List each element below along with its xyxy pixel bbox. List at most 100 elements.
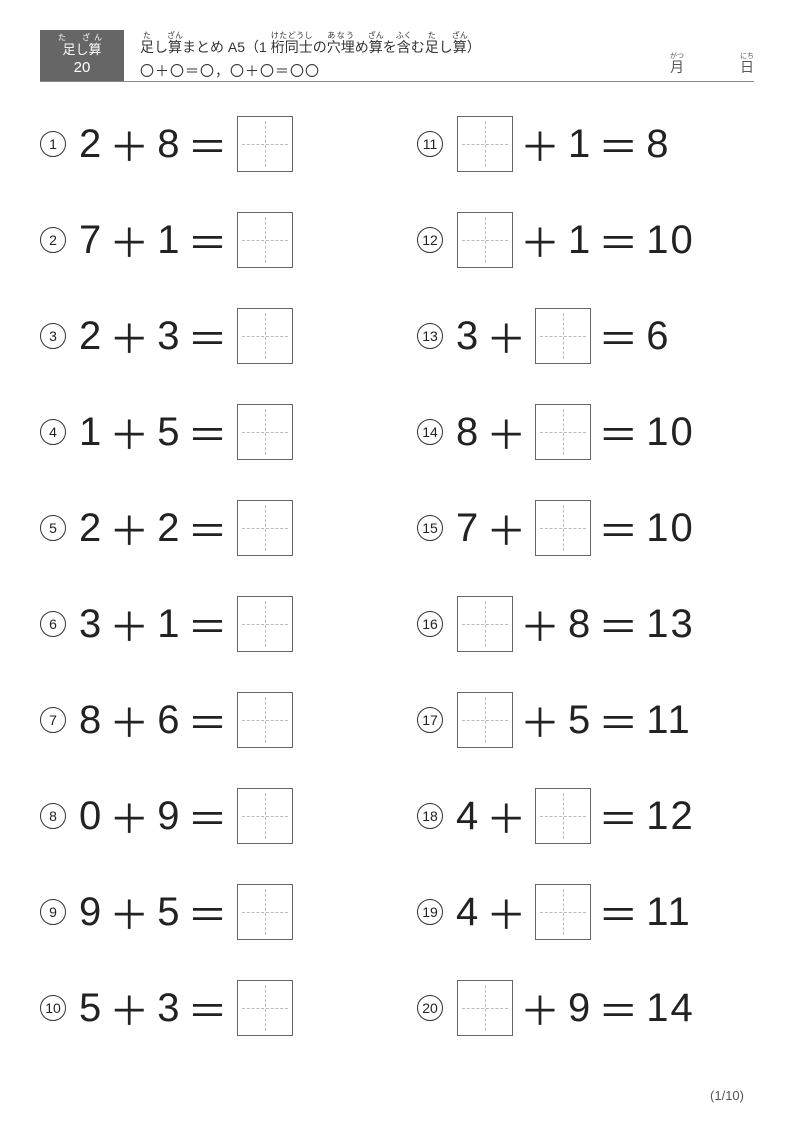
- equals-sign: ＝: [188, 595, 230, 653]
- problem-number: 8: [40, 803, 66, 829]
- equation: ＋8＝13: [453, 595, 698, 653]
- problem-row: 105＋3＝: [40, 976, 377, 1040]
- equals-sign: ＝: [188, 691, 230, 749]
- answer-blank[interactable]: [535, 884, 591, 940]
- problem-row: 52＋2＝: [40, 496, 377, 560]
- number: 9: [568, 986, 592, 1031]
- title-line-1: 足たし算ざんまとめ A5（1 桁同士けたどうしの穴埋あなうめ算ざんを含ふくむ足た…: [140, 31, 644, 57]
- date-day: 日にち: [714, 53, 754, 77]
- number: 2: [157, 506, 181, 551]
- equation: 8＋ ＝10: [453, 403, 698, 461]
- problem-row: 133＋＝6: [417, 304, 754, 368]
- problem-number: 2: [40, 227, 66, 253]
- plus-sign: ＋: [109, 115, 151, 173]
- equation: 7＋1＝: [76, 211, 297, 269]
- answer-blank[interactable]: [457, 116, 513, 172]
- answer-blank[interactable]: [237, 692, 293, 748]
- answer-blank[interactable]: [237, 884, 293, 940]
- problem-number: 3: [40, 323, 66, 349]
- plus-sign: ＋: [109, 787, 151, 845]
- number: 1: [157, 602, 181, 647]
- equals-sign: ＝: [188, 499, 230, 557]
- problems-col-right: 11＋1＝812＋1＝10133＋＝6148＋＝10157＋＝1016＋8＝13…: [417, 112, 754, 1040]
- answer-blank[interactable]: [535, 308, 591, 364]
- problem-number: 12: [417, 227, 443, 253]
- equation: 3＋1＝: [76, 595, 297, 653]
- answer-blank[interactable]: [535, 500, 591, 556]
- problem-row: 99＋5＝: [40, 880, 377, 944]
- problem-number: 4: [40, 419, 66, 445]
- equation: 2＋2＝: [76, 499, 297, 557]
- equals-sign: ＝: [598, 211, 640, 269]
- header-text: 足たし算ざんまとめ A5（1 桁同士けたどうしの穴埋あなうめ算ざんを含ふくむ足た…: [124, 30, 644, 81]
- answer-blank[interactable]: [237, 116, 293, 172]
- number: 10: [646, 506, 695, 551]
- number: 8: [456, 410, 480, 455]
- equals-sign: ＝: [598, 499, 640, 557]
- problems-grid: 12＋8＝27＋1＝32＋3＝41＋5＝52＋2＝63＋1＝78＋6＝80＋9＝…: [40, 112, 754, 1040]
- answer-blank[interactable]: [237, 308, 293, 364]
- category-badge: た ざん 足し算 20: [40, 30, 124, 81]
- number: 5: [157, 410, 181, 455]
- badge-number: 20: [74, 58, 91, 78]
- number: 9: [79, 890, 103, 935]
- problem-number: 16: [417, 611, 443, 637]
- number: 1: [568, 122, 592, 167]
- problem-row: 80＋9＝: [40, 784, 377, 848]
- problem-number: 11: [417, 131, 443, 157]
- badge-label: 足し算: [62, 42, 101, 59]
- answer-blank[interactable]: [237, 596, 293, 652]
- answer-blank[interactable]: [237, 980, 293, 1036]
- equation: 7＋＝10: [453, 499, 698, 557]
- plus-sign: ＋: [109, 883, 151, 941]
- number: 5: [157, 890, 181, 935]
- number: 3: [79, 602, 103, 647]
- number: 5: [79, 986, 103, 1031]
- problem-number: 19: [417, 899, 443, 925]
- equation: ＋1＝8: [453, 115, 674, 173]
- plus-sign: ＋: [486, 403, 528, 461]
- equals-sign: ＝: [188, 115, 230, 173]
- answer-blank[interactable]: [457, 596, 513, 652]
- answer-blank[interactable]: [237, 500, 293, 556]
- plus-sign: ＋: [109, 691, 151, 749]
- answer-blank[interactable]: [535, 404, 591, 460]
- equals-sign: ＝: [598, 979, 640, 1037]
- problem-number: 6: [40, 611, 66, 637]
- number: 10: [646, 410, 695, 455]
- title-line-2: 〇＋〇＝〇，〇＋〇＝〇〇: [140, 61, 644, 81]
- number: 9: [157, 794, 181, 839]
- answer-blank[interactable]: [457, 212, 513, 268]
- equals-sign: ＝: [598, 403, 640, 461]
- equals-sign: ＝: [188, 403, 230, 461]
- answer-blank[interactable]: [237, 788, 293, 844]
- plus-sign: ＋: [109, 499, 151, 557]
- number: 3: [456, 314, 480, 359]
- number: 2: [79, 506, 103, 551]
- equals-sign: ＝: [598, 883, 640, 941]
- equation: 5＋3＝: [76, 979, 297, 1037]
- answer-blank[interactable]: [535, 788, 591, 844]
- number: 8: [79, 698, 103, 743]
- answer-blank[interactable]: [457, 980, 513, 1036]
- number: 8: [157, 122, 181, 167]
- problem-number: 17: [417, 707, 443, 733]
- problem-row: 16 ＋8＝13: [417, 592, 754, 656]
- number: 11: [646, 890, 692, 935]
- answer-blank[interactable]: [237, 404, 293, 460]
- problem-row: 148＋＝10: [417, 400, 754, 464]
- problem-number: 9: [40, 899, 66, 925]
- number: 0: [79, 794, 103, 839]
- number: 8: [646, 122, 670, 167]
- plus-sign: ＋: [109, 595, 151, 653]
- problem-row: 194＋＝11: [417, 880, 754, 944]
- equation: 8＋6＝: [76, 691, 297, 749]
- number: 6: [646, 314, 670, 359]
- answer-blank[interactable]: [237, 212, 293, 268]
- equation: 9＋5＝: [76, 883, 297, 941]
- date-area: 月がつ 日にち: [644, 30, 754, 81]
- problem-row: 157＋＝10: [417, 496, 754, 560]
- number: 2: [79, 122, 103, 167]
- page-footer: (1/10): [710, 1088, 744, 1103]
- answer-blank[interactable]: [457, 692, 513, 748]
